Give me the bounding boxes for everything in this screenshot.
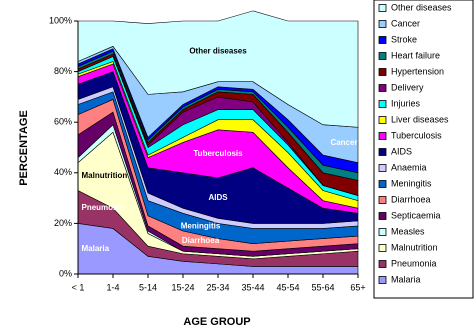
legend-label: Heart failure	[391, 50, 440, 60]
legend-label: Stroke	[391, 34, 417, 44]
legend-box	[373, 0, 474, 299]
legend-label: Delivery	[391, 82, 424, 92]
y-tick-label: 100%	[49, 15, 72, 25]
legend-swatch	[378, 260, 387, 268]
legend-swatch	[378, 164, 387, 172]
legend-swatch	[378, 52, 387, 60]
x-tick-label: 1-4	[106, 282, 119, 292]
legend-swatch	[378, 68, 387, 76]
legend-label: Hypertension	[391, 66, 444, 76]
y-tick-label: 0%	[59, 268, 72, 278]
series-label: Malaria	[82, 244, 110, 253]
legend-label: Tuberculosis	[391, 130, 442, 140]
series-label: Malnutrition	[82, 171, 128, 180]
legend-swatch	[378, 20, 387, 28]
legend-swatch	[378, 148, 387, 156]
legend-label: Other diseases	[391, 2, 452, 12]
y-tick-label: 80%	[54, 66, 72, 76]
x-tick-label: 5-14	[139, 282, 157, 292]
legend-swatch	[378, 4, 387, 12]
legend-swatch	[378, 36, 387, 44]
legend-label: Cancer	[391, 18, 420, 28]
legend-swatch	[378, 228, 387, 236]
x-tick-label: 15-24	[171, 282, 194, 292]
x-tick-label: < 1	[72, 282, 85, 292]
x-tick-label: 45-54	[276, 282, 299, 292]
series-label: Pneumonia	[82, 203, 126, 212]
legend-swatch	[378, 116, 387, 124]
legend-swatch	[378, 244, 387, 252]
legend-swatch	[378, 196, 387, 204]
legend-label: AIDS	[391, 146, 412, 156]
legend-label: Diarrhoea	[391, 194, 431, 204]
legend-swatch	[378, 276, 387, 284]
series-label: Tuberculosis	[193, 149, 243, 158]
legend-label: Malnutrition	[391, 242, 438, 252]
x-tick-label: 25-34	[206, 282, 229, 292]
y-tick-label: 60%	[54, 117, 72, 127]
x-tick-label: 65+	[350, 282, 365, 292]
legend-label: Malaria	[391, 274, 421, 284]
y-axis-title: PERCENTAGE	[18, 110, 30, 186]
y-tick-label: 40%	[54, 167, 72, 177]
x-tick-label: 55-64	[311, 282, 334, 292]
series-label: Cancer	[330, 138, 357, 147]
legend-label: Injuries	[391, 98, 421, 108]
series-label: Meningitis	[181, 222, 221, 231]
y-tick-label: 20%	[54, 218, 72, 228]
x-axis-title: AGE GROUP	[183, 316, 250, 328]
legend-swatch	[378, 84, 387, 92]
series-label: Other diseases	[189, 46, 247, 55]
legend-label: Measles	[391, 226, 425, 236]
area	[77, 10, 359, 128]
legend-swatch	[378, 180, 387, 188]
legend-label: Liver diseases	[391, 114, 449, 124]
series-label: AIDS	[208, 193, 228, 202]
legend-label: Septicaemia	[391, 210, 441, 220]
legend-swatch	[378, 100, 387, 108]
legend-swatch	[378, 212, 387, 220]
legend-label: Meningitis	[391, 178, 432, 188]
legend-label: Pneumonia	[391, 258, 437, 268]
series-label: Diarrhoea	[182, 236, 220, 245]
legend-label: Anaemia	[391, 162, 427, 172]
legend-swatch	[378, 132, 387, 140]
x-tick-label: 35-44	[241, 282, 264, 292]
